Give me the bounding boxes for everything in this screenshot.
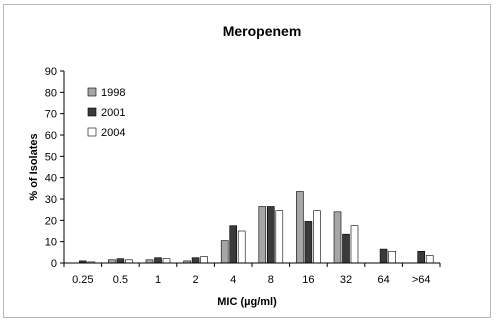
bar-2001-2 [154, 257, 162, 264]
legend-swatch-2004 [87, 127, 97, 137]
x-tick-label: 8 [268, 274, 274, 286]
y-tick-label: 70 [45, 109, 57, 121]
bar-2001-5 [266, 206, 275, 264]
x-axis-label: MIC (µg/ml) [217, 296, 277, 308]
bar-2004-2 [162, 258, 171, 264]
bar-1998-6 [296, 191, 304, 264]
x-tick-label: 0.5 [113, 274, 128, 286]
x-tick-label: 16 [302, 274, 314, 286]
bar-2001-8 [379, 248, 388, 264]
x-tick-label: >64 [412, 274, 431, 286]
y-tick-label: 30 [45, 194, 57, 206]
bar-2004-8 [388, 251, 396, 264]
chart-title: Meropenem [223, 23, 302, 39]
x-tick-label: 4 [230, 274, 236, 286]
bar-2004-5 [275, 210, 284, 264]
bar-2004-3 [200, 256, 208, 264]
bar-1998-7 [333, 211, 342, 264]
y-tick-label: 90 [45, 66, 57, 78]
y-tick-label: 20 [45, 215, 57, 227]
bar-2004-7 [350, 225, 359, 264]
bar-2004-4 [237, 230, 246, 264]
y-tick-label: 80 [45, 87, 57, 99]
x-tick-label: 32 [340, 274, 352, 286]
chart-frame [3, 4, 491, 318]
x-tick-label: 64 [377, 274, 389, 286]
legend-label-2004: 2004 [101, 127, 125, 139]
x-tick-label: 1 [155, 274, 161, 286]
y-tick-label: 10 [45, 237, 57, 249]
bar-2001-6 [304, 221, 313, 264]
bar-1998-4 [220, 240, 229, 264]
bar-2004-6 [313, 210, 321, 264]
bar-2001-9 [417, 251, 426, 264]
bar-2001-3 [191, 257, 200, 264]
y-tick-label: 50 [45, 151, 57, 163]
legend-swatch-2001 [87, 107, 97, 117]
bar-2001-4 [229, 225, 237, 264]
x-tick-label: 0.25 [72, 274, 93, 286]
x-tick-label: 2 [193, 274, 199, 286]
bar-2004-9 [425, 255, 434, 264]
bar-2001-1 [116, 258, 125, 264]
plot-area: 0 10 20 30 40 50 60 70 80 90 0.25 0.5 1 2 4 8 16 32 64 >64 [45, 66, 441, 286]
y-tick-label: 0 [51, 258, 57, 270]
y-axis-label: % of Isolates [28, 133, 40, 200]
bar-1998-5 [258, 206, 267, 264]
bar-2001-7 [342, 233, 350, 264]
legend-label-2001: 2001 [101, 107, 125, 119]
y-tick-label: 40 [45, 173, 57, 185]
y-tick-label: 60 [45, 130, 57, 142]
legend: 1998 2001 2004 [84, 80, 142, 144]
legend-label-1998: 1998 [101, 87, 125, 99]
legend-swatch-1998 [87, 87, 97, 97]
